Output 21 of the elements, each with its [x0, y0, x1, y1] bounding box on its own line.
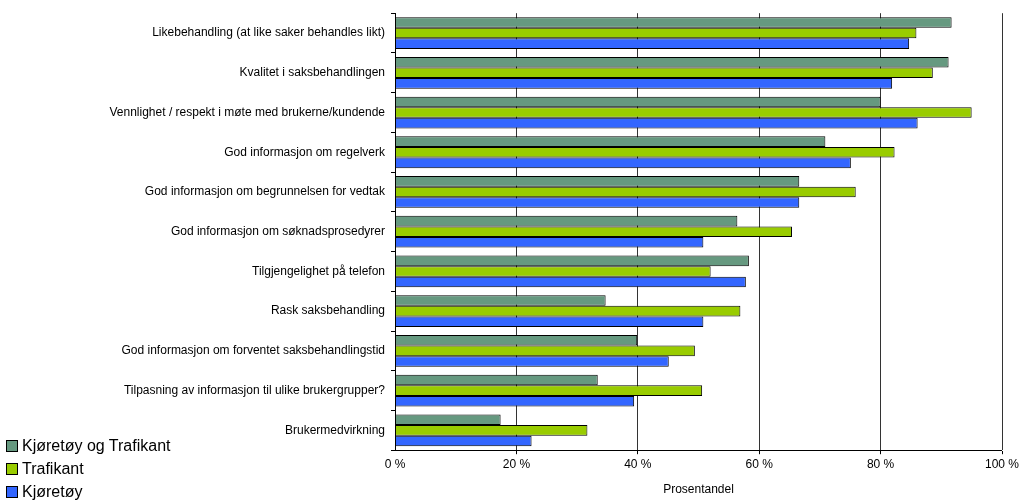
x-tick-label: 60 % [745, 456, 774, 471]
x-axis-title: Prosentandel [663, 482, 734, 497]
y-tick-label: Likebehandling (at like saker behandles likt) [152, 25, 385, 40]
y-tick-label: Tilgjengelighet på telefon [252, 263, 385, 278]
legend-label: Kjøretøy [22, 482, 83, 501]
y-tick-label: Vennlighet / respekt i møte med brukerne/kundende [109, 104, 386, 119]
x-tick-label: 20 % [502, 456, 531, 471]
y-tick-label: God informasjon om søknadsprosedyrer [170, 224, 385, 239]
y-tick-label: God informasjon om regelverk [224, 144, 386, 159]
x-tick-label: 0 % [384, 456, 406, 471]
legend-label: Kjøretøy og Trafikant [22, 436, 171, 455]
legend-label: Trafikant [22, 459, 84, 478]
x-tick-label: 80 % [866, 456, 895, 471]
y-tick-label: Kvalitet i saksbehandlingen [239, 65, 385, 80]
x-tick-label: 40 % [624, 456, 652, 471]
y-tick-label: Tilpasning av informasjon til ulike brukergrupper? [123, 382, 386, 397]
y-tick-label: God informasjon om begrunnelsen for vedtak [144, 184, 386, 199]
y-tick-label: God informasjon om forventet saksbehandlingstid [121, 343, 385, 358]
x-tick-label: 100 % [984, 456, 1020, 471]
y-tick-label: Rask saksbehandling [270, 303, 385, 318]
y-tick-label: Brukermedvirkning [284, 422, 385, 437]
